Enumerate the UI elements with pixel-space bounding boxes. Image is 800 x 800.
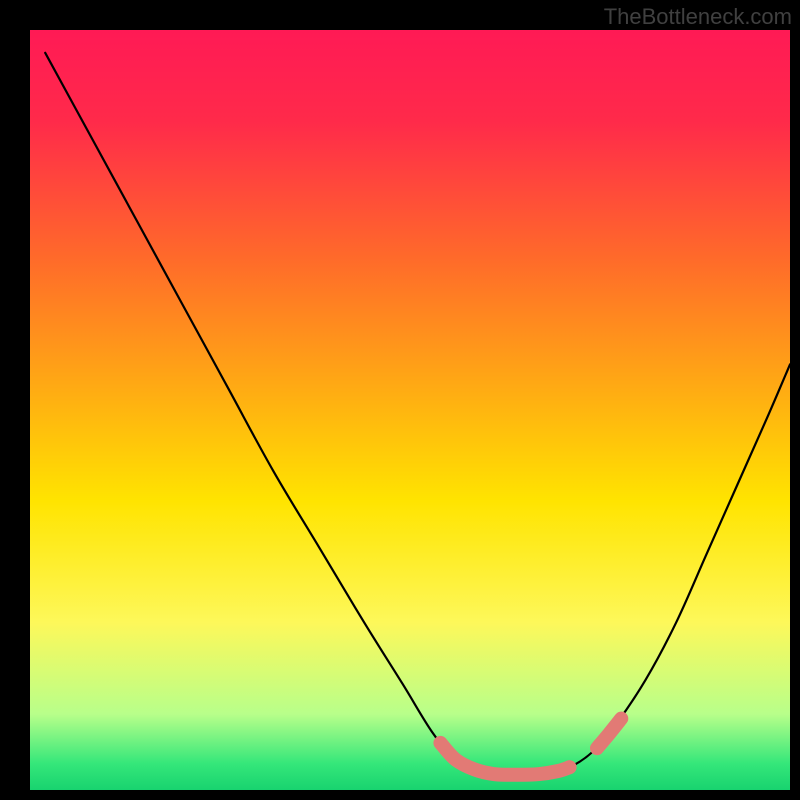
- chart-gradient-background: [30, 30, 790, 790]
- chart-stage: TheBottleneck.com: [0, 0, 800, 800]
- watermark-text: TheBottleneck.com: [604, 4, 792, 30]
- chart-svg: [0, 0, 800, 800]
